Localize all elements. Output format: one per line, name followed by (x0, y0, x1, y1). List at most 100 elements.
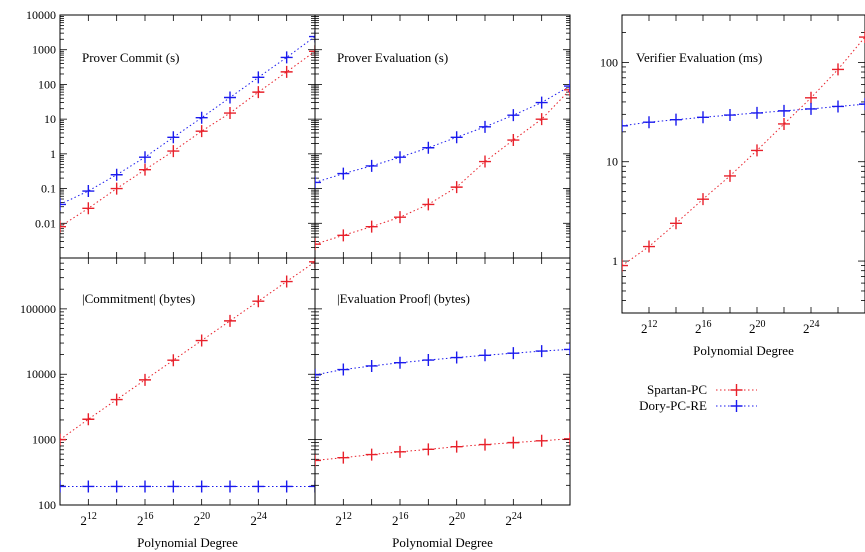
data-point (167, 145, 180, 158)
x-ticks (87, 258, 288, 505)
y-tick-label: 0.01 (35, 216, 56, 230)
data-point (832, 63, 844, 76)
data-point (450, 351, 463, 364)
data-point (139, 480, 151, 493)
data-point (422, 141, 435, 154)
data-point (832, 100, 844, 113)
series-line (315, 348, 570, 376)
legend-marker-dory (730, 400, 743, 412)
data-point (479, 438, 491, 451)
panel-title: Prover Evaluation (s) (337, 50, 448, 65)
data-point (252, 295, 265, 308)
series-line (315, 89, 570, 245)
x-axis-label: Polynomial Degree (693, 343, 794, 358)
data-point (60, 433, 66, 446)
series-spartan (315, 83, 570, 251)
data-point (622, 259, 628, 272)
data-point (751, 144, 763, 157)
data-point (507, 134, 520, 147)
data-point (110, 168, 123, 181)
panel-2: Prover Evaluation (s) (314, 14, 571, 259)
series-spartan (315, 432, 570, 467)
y-tick-label: 1000 (32, 433, 56, 447)
x-tick-label: 216 (695, 319, 712, 336)
data-point (337, 167, 350, 180)
series-line (315, 85, 570, 183)
data-point (224, 107, 236, 120)
data-point (778, 117, 790, 130)
data-point (167, 354, 180, 367)
data-point (139, 373, 151, 386)
y-tick-label: 0.1 (41, 182, 56, 196)
x-tick-label: 220 (749, 319, 766, 336)
data-point (751, 106, 763, 119)
data-point (365, 159, 378, 172)
x-axis-label: Polynomial Degree (137, 535, 238, 550)
data-point (82, 185, 95, 198)
data-point (507, 436, 520, 449)
series-line (315, 438, 570, 461)
series-line (622, 36, 865, 267)
y-tick-label: 1 (612, 254, 618, 268)
data-point (670, 217, 682, 230)
data-point (859, 98, 865, 111)
data-point (394, 211, 406, 224)
data-point (110, 480, 123, 493)
y-ticks (60, 257, 315, 506)
data-point (450, 181, 463, 194)
y-tick-label: 10000 (26, 8, 56, 22)
data-point (280, 65, 293, 78)
x-ticks (648, 15, 839, 313)
series-line (60, 36, 315, 205)
y-tick-label: 1 (50, 147, 56, 161)
data-point (82, 202, 95, 215)
data-point (337, 363, 350, 376)
data-point (139, 163, 151, 176)
data-point (280, 275, 293, 288)
series-line (60, 50, 315, 228)
data-point (670, 113, 682, 126)
data-point (315, 368, 321, 381)
x-ticks (87, 15, 288, 258)
data-point (535, 345, 548, 358)
series-spartan (60, 258, 315, 446)
data-point (224, 91, 236, 104)
y-tick-label: 100000 (20, 302, 56, 316)
series-spartan (622, 31, 865, 272)
data-point (280, 51, 293, 64)
data-point (724, 109, 736, 122)
data-point (224, 480, 236, 493)
x-tick-label: 216 (392, 511, 409, 528)
legend-label-spartan: Spartan-PC (647, 382, 707, 397)
data-point (365, 448, 378, 461)
data-point (167, 480, 180, 493)
panel-1: 0.01 0.1 1 10 100 1000 10000 Prover Commit (s) (26, 8, 316, 259)
data-point (507, 347, 520, 360)
panel-3: 1 10 100 212 216 220 224 Polynomial Degree Verif… (600, 14, 865, 358)
data-point (507, 109, 520, 122)
plot-frame (314, 257, 571, 506)
y-tick-label: 10 (606, 155, 618, 169)
series-dory (60, 30, 315, 211)
data-point (82, 413, 95, 426)
data-point (60, 480, 66, 493)
data-point (252, 86, 265, 99)
data-point (309, 30, 315, 43)
legend-marker-spartan (730, 384, 743, 396)
y-ticks (60, 14, 315, 259)
data-point (195, 334, 208, 347)
data-point (805, 102, 817, 115)
data-point (535, 96, 548, 109)
data-point (195, 111, 208, 124)
data-point (280, 480, 293, 493)
data-point (697, 111, 709, 124)
data-point (167, 131, 180, 144)
data-point (365, 359, 378, 372)
data-point (195, 125, 208, 138)
series-dory (622, 98, 865, 132)
series-line (622, 103, 865, 127)
x-ticks (342, 15, 543, 258)
panel-title: Verifier Evaluation (ms) (636, 50, 762, 65)
series-spartan (60, 45, 315, 233)
plot-frame (621, 14, 865, 314)
